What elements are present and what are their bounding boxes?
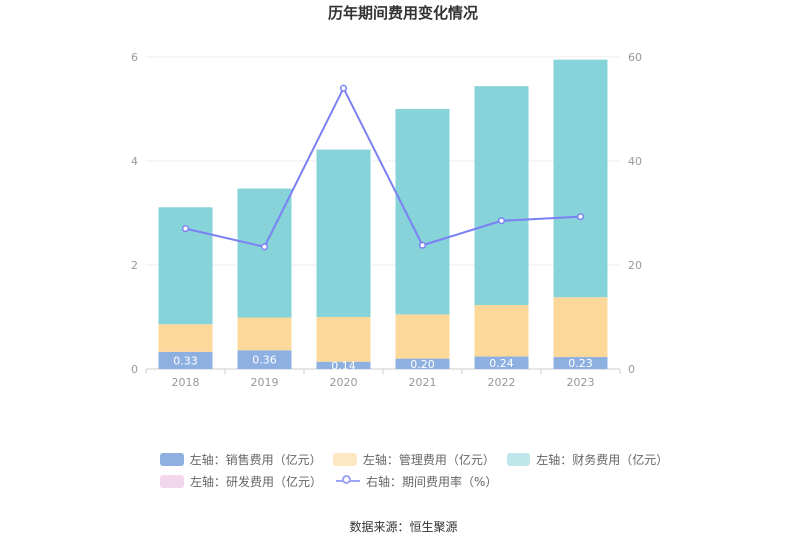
x-axis: 2018 2019 2020 2021 2022 2023	[145, 369, 621, 389]
legend-label-rate: 右轴：期间费用率（%）	[366, 474, 498, 489]
legend-label-finance: 左轴：财务费用（亿元）	[536, 452, 669, 467]
rate-point-2021	[418, 241, 427, 249]
x-tick-label: 2020	[330, 376, 358, 389]
legend-item-rd[interactable]: 左轴：研发费用（亿元）	[160, 473, 322, 490]
data-label-sales: 0.23	[568, 357, 593, 370]
y-right-tick-label: 40	[628, 155, 642, 168]
y-left-tick-label: 4	[131, 155, 138, 168]
legend-item-finance[interactable]: 左轴：财务费用（亿元）	[506, 451, 669, 468]
bar-admin-2018	[158, 324, 213, 352]
bar-finance-2023	[553, 59, 608, 298]
y-left-tick-label: 2	[131, 259, 138, 272]
rate-point-2018	[181, 225, 190, 233]
rate-point-2022	[497, 217, 506, 225]
bar-sales-2022	[474, 356, 529, 369]
data-label-sales: 0.14	[331, 359, 356, 372]
y-axis-right: 0 20 40 60	[628, 51, 642, 376]
grid	[146, 56, 620, 370]
bar-admin-2019	[237, 317, 292, 351]
y-left-tick-label: 0	[131, 363, 138, 376]
legend-label-sales: 左轴：销售费用（亿元）	[189, 452, 322, 467]
legend-swatch-finance	[506, 452, 531, 466]
bar-finance-2022	[474, 86, 529, 306]
legend-item-sales[interactable]: 左轴：销售费用（亿元）	[160, 451, 322, 468]
bar-sales-2018	[158, 351, 213, 369]
x-tick-label: 2018	[172, 376, 200, 389]
bar-admin-2020	[316, 317, 371, 362]
data-labels: 0.33 0.36 0.14 0.20 0.24 0.23	[173, 354, 593, 373]
data-label-sales: 0.24	[489, 357, 514, 370]
bar-sales-2020	[316, 361, 371, 369]
y-right-tick-label: 60	[628, 51, 642, 64]
data-source: 数据来源：恒生聚源	[349, 520, 458, 534]
bar-sales-2019	[237, 350, 292, 369]
rate-point-2023	[576, 213, 585, 221]
legend-swatch-sales	[160, 452, 184, 466]
bar-admin-2022	[474, 305, 529, 357]
data-label-sales: 0.20	[410, 358, 435, 371]
legend: 左轴：销售费用（亿元） 左轴：管理费用（亿元） 左轴：财务费用（亿元） 左轴：研…	[160, 448, 680, 492]
rate-point-2020	[339, 84, 348, 92]
x-tick-label: 2019	[251, 376, 279, 389]
legend-item-rate[interactable]: 右轴：期间费用率（%）	[336, 473, 497, 490]
legend-swatch-rd	[160, 474, 184, 488]
bar-sales-2021	[395, 358, 450, 369]
bar-finance-2020	[316, 149, 371, 317]
y-left-tick-label: 6	[131, 51, 138, 64]
bar-finance-2018	[158, 207, 213, 325]
bar-admin-2023	[553, 297, 608, 358]
y-right-tick-label: 0	[628, 363, 635, 376]
legend-swatch-admin	[333, 452, 357, 466]
bar-admin-2021	[395, 314, 450, 359]
bars	[158, 59, 608, 369]
rate-line-path	[185, 85, 581, 248]
x-tick-label: 2022	[488, 376, 516, 389]
rate-point-2019	[260, 243, 269, 251]
legend-item-admin[interactable]: 左轴：管理费用（亿元）	[333, 451, 495, 468]
y-right-tick-label: 20	[628, 259, 642, 272]
data-label-sales: 0.36	[252, 354, 277, 367]
chart-title: 历年期间费用变化情况	[328, 4, 478, 22]
bar-sales-2023	[553, 357, 608, 369]
legend-label-rd: 左轴：研发费用（亿元）	[190, 474, 323, 489]
bar-finance-2021	[395, 109, 450, 315]
data-label-sales: 0.33	[173, 354, 198, 367]
legend-label-admin: 左轴：管理费用（亿元）	[362, 452, 495, 467]
rate-line	[181, 84, 585, 251]
x-tick-label: 2023	[567, 376, 595, 389]
y-axis-left: 0 2 4 6	[131, 51, 138, 376]
legend-swatch-rate	[336, 474, 361, 488]
x-tick-label: 2021	[409, 376, 437, 389]
